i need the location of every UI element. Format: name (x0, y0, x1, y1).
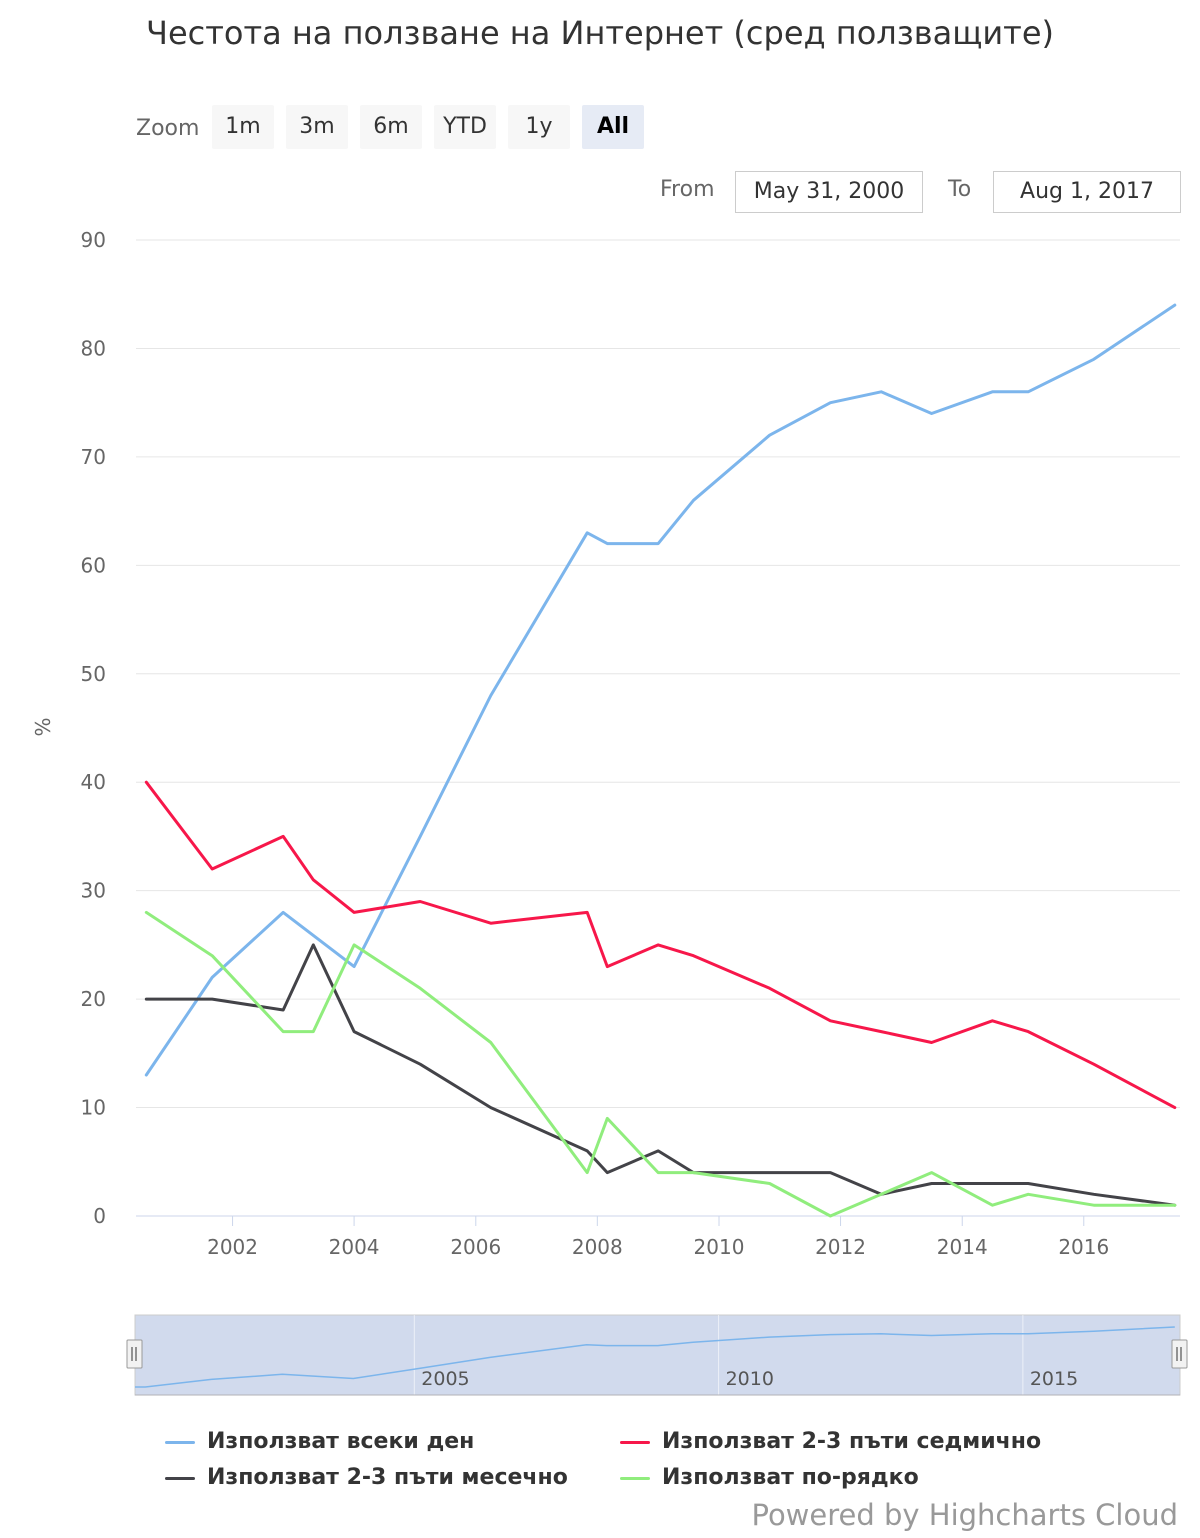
y-axis-ticks: 0 10 20 30 40 50 60 70 80 90 (81, 228, 106, 1228)
zoom-ytd-button[interactable]: YTD (434, 105, 496, 149)
zoom-1m-button[interactable]: 1m (212, 105, 274, 149)
navigator-tick-label-2010: 2010 (726, 1368, 774, 1390)
chart-title: Честота на ползване на Интернет (сред по… (146, 14, 1054, 52)
legend-swatch-monthly (165, 1477, 195, 1480)
y-tick-label-70: 70 (81, 445, 106, 469)
series-line-rarely (144, 910, 1177, 1218)
credits-link[interactable]: Powered by Highcharts Cloud (751, 1498, 1178, 1532)
navigator-tick-label-2015: 2015 (1030, 1368, 1078, 1390)
legend-label-monthly: Използват 2-3 пъти месечно (207, 1465, 568, 1490)
zoom-1y-button[interactable]: 1y (508, 105, 570, 149)
x-tick-label-2012: 2012 (815, 1235, 866, 1259)
y-axis-label: % (31, 717, 55, 736)
navigator[interactable]: 2005 2010 2015 (126, 1314, 1188, 1396)
x-axis-ticks: 2002 2004 2006 2008 2010 2012 2014 2016 (207, 1216, 1109, 1259)
zoom-all-button[interactable]: All (582, 105, 644, 149)
y-tick-label-80: 80 (81, 336, 106, 360)
to-label: To (948, 177, 972, 202)
y-tick-label-50: 50 (81, 662, 106, 686)
navigator-right-handle[interactable] (1171, 1339, 1188, 1369)
y-tick-label-10: 10 (81, 1096, 106, 1120)
x-tick-label-2010: 2010 (694, 1235, 745, 1259)
y-tick-label-20: 20 (81, 987, 106, 1011)
legend-label-daily: Използват всеки ден (207, 1429, 475, 1454)
to-date-input[interactable]: Aug 1, 2017 (993, 171, 1181, 213)
zoom-3m-button[interactable]: 3m (286, 105, 348, 149)
navigator-left-handle[interactable] (126, 1339, 143, 1369)
y-tick-label-90: 90 (81, 228, 106, 252)
zoom-label: Zoom (136, 116, 200, 141)
navigator-series-line (135, 1326, 1175, 1388)
series-lines (144, 303, 1177, 1218)
navigator-grid: 2005 2010 2015 (413, 1315, 1078, 1395)
from-date-input[interactable]: May 31, 2000 (735, 171, 923, 213)
from-label: From (660, 177, 715, 202)
x-tick-label-2008: 2008 (572, 1235, 623, 1259)
x-tick-label-2004: 2004 (329, 1235, 380, 1259)
zoom-6m-button[interactable]: 6m (360, 105, 422, 149)
x-tick-label-2006: 2006 (450, 1235, 501, 1259)
legend-label-weekly: Използват 2-3 пъти седмично (662, 1429, 1042, 1454)
y-tick-label-60: 60 (81, 553, 106, 577)
y-tick-label-0: 0 (93, 1204, 106, 1228)
legend-label-rarely: Използват по-рядко (662, 1465, 919, 1490)
series-line-monthly (144, 943, 1177, 1207)
series-line-weekly (144, 780, 1177, 1110)
legend-swatch-rarely (620, 1477, 650, 1480)
legend-swatch-weekly (620, 1441, 650, 1444)
legend-swatch-daily (165, 1441, 195, 1444)
x-tick-label-2002: 2002 (207, 1235, 258, 1259)
series-line-daily (144, 303, 1177, 1077)
y-tick-label-30: 30 (81, 879, 106, 903)
navigator-tick-label-2005: 2005 (421, 1368, 469, 1390)
y-tick-label-40: 40 (81, 770, 106, 794)
x-tick-label-2016: 2016 (1058, 1235, 1109, 1259)
x-tick-label-2014: 2014 (937, 1235, 988, 1259)
grid-lines (136, 239, 1180, 1109)
